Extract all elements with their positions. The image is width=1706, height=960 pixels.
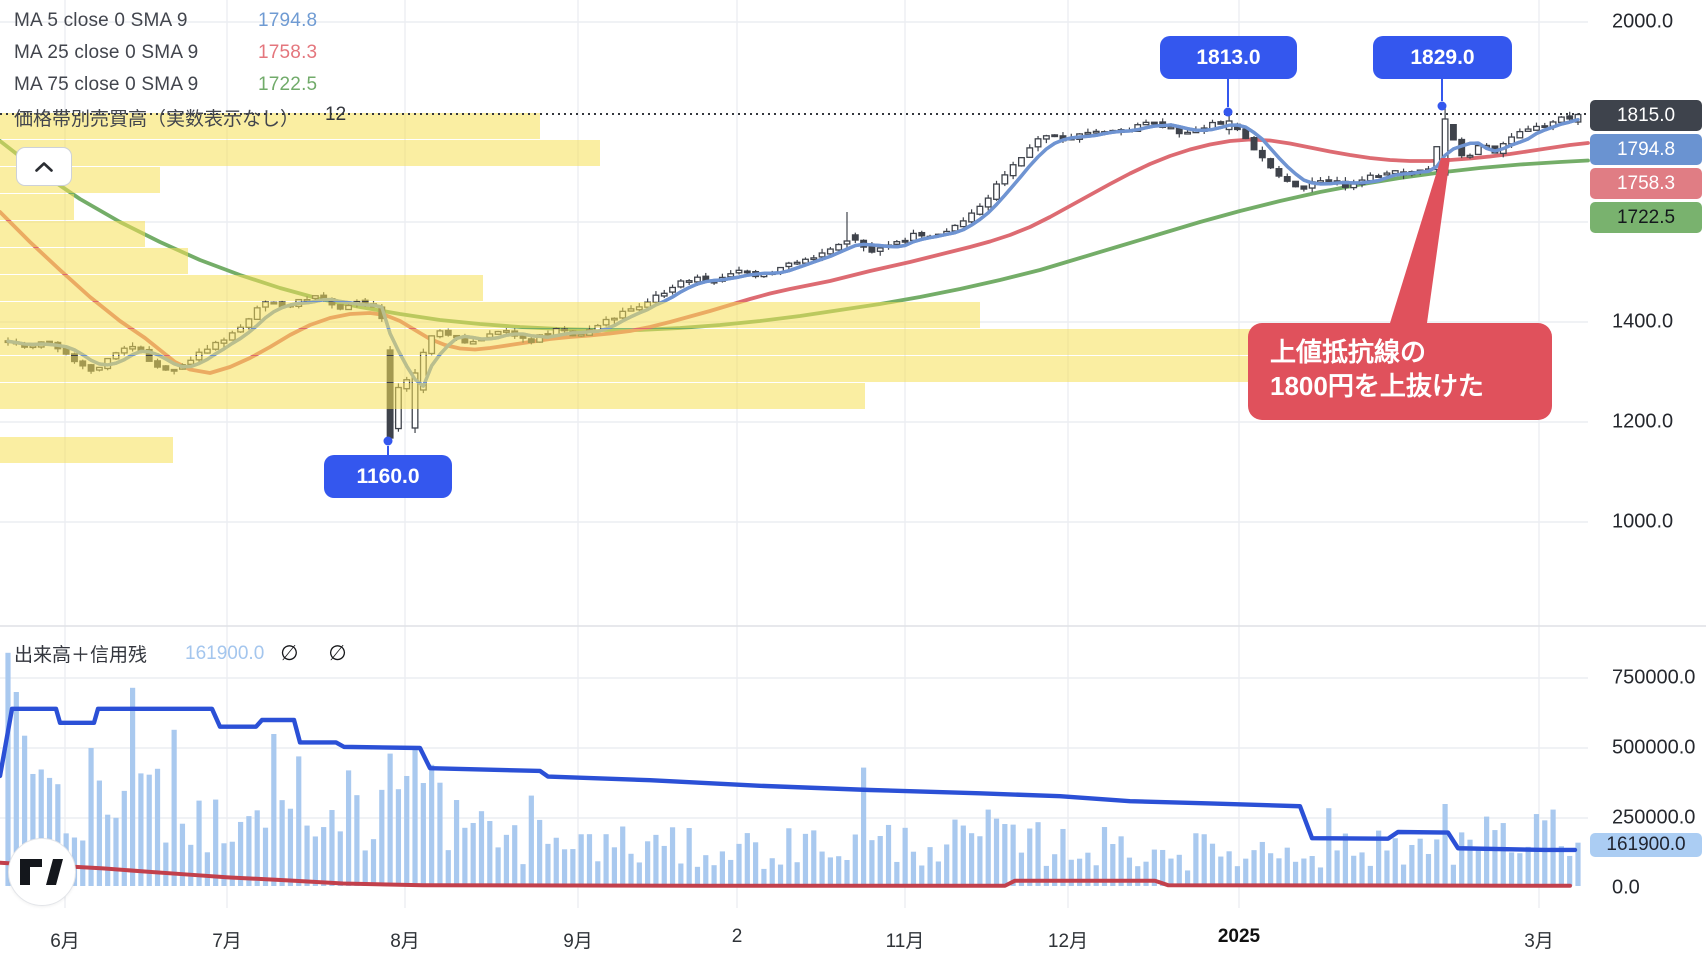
ma5-price-badge: 1794.8 xyxy=(1590,134,1702,165)
volume-legend-label: 出来高＋信用残 xyxy=(14,645,148,666)
time-axis[interactable]: 6月 7月 8月 9月 2 11月 12月 2025 3月 xyxy=(0,910,1590,960)
volume-profile-layer xyxy=(0,113,1443,463)
callout-crash-low[interactable]: 1160.0 xyxy=(324,455,452,498)
legend-ma25-label: MA 25 close 0 SMA 9 xyxy=(14,42,199,63)
legend-ma75-row[interactable]: MA 75 close 0 SMA 9 1722.5 xyxy=(14,74,317,96)
current-price-badge: 1815.0 xyxy=(1590,100,1702,131)
time-axis-label: 2 xyxy=(731,926,743,947)
volume-badge: 161900.0 xyxy=(1590,833,1702,857)
time-axis-label: 7月 xyxy=(212,931,242,952)
tradingview-logo[interactable] xyxy=(8,838,76,906)
ma25-price-badge-text: 1758.3 xyxy=(1616,172,1676,194)
volume-legend-value: 161900.0 xyxy=(185,642,265,664)
axis-tick-label: 750000.0 xyxy=(1612,666,1696,689)
callout-crash-low-text: 1160.0 xyxy=(356,464,420,488)
volume-profile-param: 12 xyxy=(325,104,347,125)
time-axis-label: 9月 xyxy=(563,931,593,952)
ma5-price-badge-text: 1794.8 xyxy=(1616,138,1676,160)
time-axis-label: 6月 xyxy=(50,931,80,952)
time-axis-label: 2025 xyxy=(1217,926,1261,947)
collapse-legend-button[interactable] xyxy=(16,147,72,186)
legend-ma5-value: 1794.8 xyxy=(258,10,318,31)
axis-tick-label: 1200.0 xyxy=(1612,410,1674,433)
current-price-badge-text: 1815.0 xyxy=(1616,104,1676,126)
legend-volume-row[interactable]: 出来高＋信用残 161900.0 ∅ ∅ xyxy=(14,640,359,667)
margin-lines-layer xyxy=(0,706,1578,888)
callout-dec-high-text: 1813.0 xyxy=(1196,45,1261,69)
legend-ma75-label: MA 75 close 0 SMA 9 xyxy=(14,74,199,95)
axis-tick-label: 500000.0 xyxy=(1612,736,1696,759)
axis-tick-label: 1000.0 xyxy=(1612,510,1674,533)
legend-ma5-row[interactable]: MA 5 close 0 SMA 9 1794.8 xyxy=(14,10,317,32)
legend-ma25-value: 1758.3 xyxy=(258,42,318,63)
volume-bars-layer xyxy=(5,652,1581,886)
annotation-resistance-note[interactable]: 上値抵抗線の 1800円を上抜けた xyxy=(1248,323,1552,420)
legend-ma5-label: MA 5 close 0 SMA 9 xyxy=(14,10,188,31)
axis-tick-label: 2000.0 xyxy=(1612,10,1674,33)
empty-set-icon: ∅ ∅ xyxy=(280,642,359,665)
time-axis-label: 11月 xyxy=(885,931,925,952)
axis-tick-label: 250000.0 xyxy=(1612,806,1696,829)
legend-ma25-row[interactable]: MA 25 close 0 SMA 9 1758.3 xyxy=(14,42,317,64)
volume-profile-label: 価格帯別売買高（実数表示なし） xyxy=(14,109,300,130)
chevron-up-icon xyxy=(35,161,53,172)
time-axis-label: 8月 xyxy=(390,931,420,952)
annotation-line1: 上値抵抗線の xyxy=(1270,337,1427,367)
legend-volume-profile-row[interactable]: 価格帯別売買高（実数表示なし） 12 xyxy=(14,104,346,131)
price-axis[interactable]: 0.0 250000.0 500000.0 750000.0 1000.0 1200.0 1… xyxy=(1590,0,1706,960)
ma75-price-badge-text: 1722.5 xyxy=(1616,206,1676,228)
ma25-price-badge: 1758.3 xyxy=(1590,168,1702,199)
annotation-line2: 1800円を上抜けた xyxy=(1270,371,1484,401)
legend-ma75-value: 1722.5 xyxy=(258,74,318,95)
ma75-price-badge: 1722.5 xyxy=(1590,202,1702,233)
axis-tick-label: 1400.0 xyxy=(1612,310,1674,333)
callout-dec-high[interactable]: 1813.0 xyxy=(1160,36,1297,79)
time-axis-label: 12月 xyxy=(1047,931,1089,952)
callout-feb-high[interactable]: 1829.0 xyxy=(1373,36,1512,79)
tradingview-logo-icon xyxy=(20,858,63,885)
volume-badge-text: 161900.0 xyxy=(1606,834,1686,855)
callout-feb-high-text: 1829.0 xyxy=(1410,45,1475,69)
annotations-layer xyxy=(383,79,1450,455)
axis-tick-label: 0.0 xyxy=(1612,876,1640,899)
time-axis-label: 3月 xyxy=(1524,931,1554,952)
